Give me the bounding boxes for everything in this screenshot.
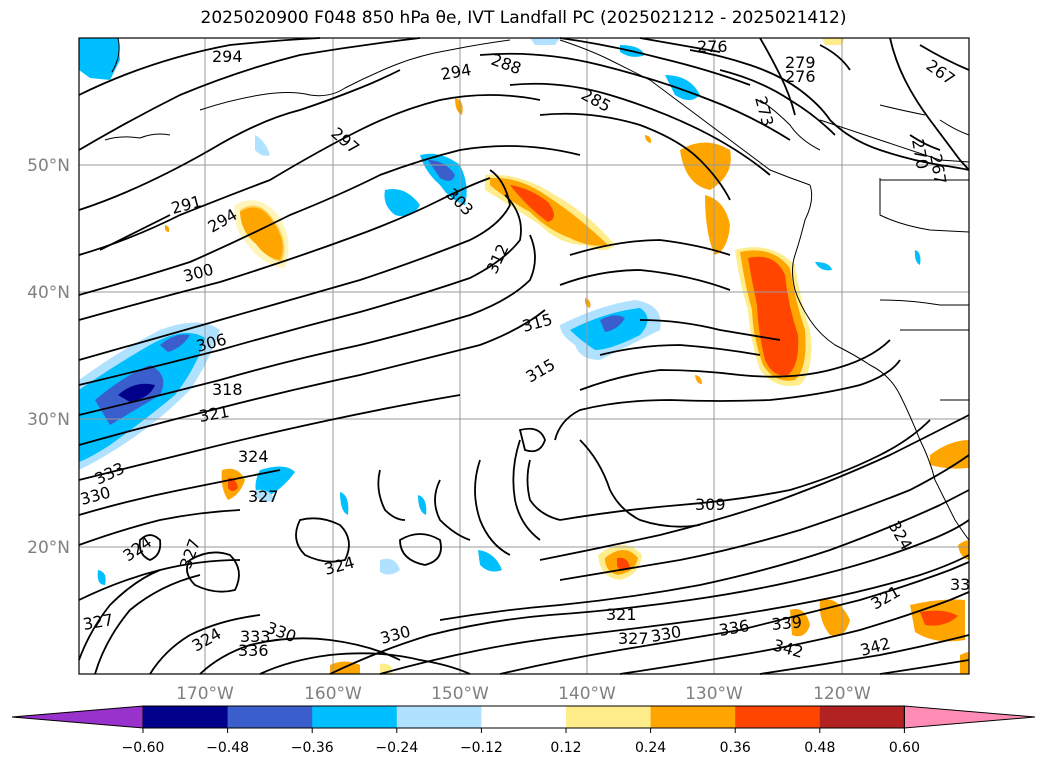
contour-label: 336 bbox=[238, 641, 269, 660]
contour-label: 321 bbox=[606, 605, 637, 624]
lon-label: 150°W bbox=[431, 684, 489, 704]
contour-label: 327 bbox=[248, 487, 279, 506]
ivt-positive-shading bbox=[164, 38, 969, 674]
longitude-labels: 170°W 160°W 150°W 140°W 130°W 120°W bbox=[176, 684, 871, 704]
contour-label: 327 bbox=[618, 629, 649, 648]
contour-label: 339 bbox=[771, 612, 803, 634]
lon-label: 140°W bbox=[558, 684, 616, 704]
lat-label: 40°N bbox=[27, 283, 70, 303]
colorbar-segment bbox=[481, 706, 567, 728]
plot-background bbox=[79, 38, 969, 674]
contour-label: 33 bbox=[950, 575, 970, 594]
contour-label: 276 bbox=[785, 67, 816, 86]
colorbar-segment bbox=[227, 706, 313, 728]
colorbar-tick-label: 0.48 bbox=[804, 740, 835, 756]
contour-label: 324 bbox=[238, 447, 269, 466]
gridlines bbox=[79, 38, 969, 674]
colorbar-extend-high bbox=[903, 705, 1036, 729]
colorbar-segment bbox=[396, 706, 482, 728]
lat-label: 30°N bbox=[27, 410, 70, 430]
contour-label: 279 bbox=[785, 53, 816, 72]
colorbar-tick-label: −0.12 bbox=[460, 740, 503, 756]
colorbar-segment bbox=[143, 706, 229, 728]
theta-e-contours bbox=[78, 37, 970, 675]
colorbar-tick-label: −0.36 bbox=[291, 740, 334, 756]
contour-label: 294 bbox=[212, 47, 243, 66]
colorbar-tick-label: 0.12 bbox=[550, 740, 581, 756]
coastlines bbox=[104, 37, 970, 541]
latitude-labels: 50°N 40°N 30°N 20°N bbox=[27, 156, 70, 558]
colorbar-segment bbox=[566, 706, 652, 728]
colorbar-tick-label: −0.60 bbox=[122, 740, 165, 756]
colorbar-tick-label: 0.36 bbox=[720, 740, 751, 756]
colorbar-tick-label: 0.60 bbox=[889, 740, 920, 756]
colorbar-frame bbox=[142, 705, 905, 729]
colorbar-segment bbox=[312, 706, 398, 728]
colorbar-tick-label: 0.24 bbox=[635, 740, 666, 756]
contour-label: 318 bbox=[212, 380, 243, 399]
lon-label: 120°W bbox=[813, 684, 871, 704]
lon-label: 170°W bbox=[176, 684, 234, 704]
lat-label: 20°N bbox=[27, 538, 70, 558]
colorbar-segment bbox=[650, 706, 736, 728]
lat-label: 50°N bbox=[27, 156, 70, 176]
contour-label: 276 bbox=[697, 37, 728, 56]
contour-label: 309 bbox=[695, 495, 726, 514]
colorbar-tick-label: −0.48 bbox=[206, 740, 249, 756]
lon-label: 130°W bbox=[685, 684, 743, 704]
colorbar-extend-low bbox=[11, 705, 144, 729]
contour-label: 333 bbox=[240, 627, 271, 646]
colorbar-tick-label: −0.24 bbox=[375, 740, 418, 756]
colorbar: −0.60 −0.48 −0.36 −0.24 −0.12 0.12 0.24 0.36 0.4… bbox=[11, 705, 1036, 756]
lon-label: 160°W bbox=[304, 684, 362, 704]
colorbar-segment bbox=[735, 706, 821, 728]
plot-frame bbox=[78, 37, 970, 675]
map-title: 2025020900 F048 850 hPa θe, IVT Landfall… bbox=[200, 8, 847, 28]
colorbar-segment bbox=[819, 706, 905, 728]
